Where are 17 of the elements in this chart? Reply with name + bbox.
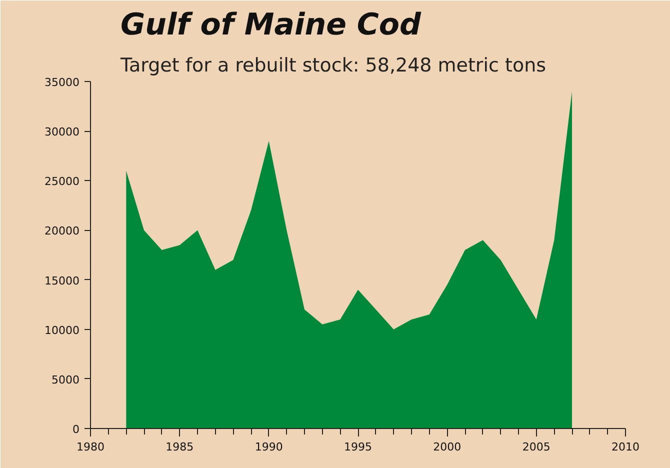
y-tick-label: 35000 — [44, 76, 80, 89]
y-tick-label: 20000 — [44, 224, 80, 238]
y-tick-label: 25000 — [44, 175, 80, 188]
y-tick-label: 15000 — [44, 274, 80, 288]
x-tick-label: 1985 — [166, 440, 194, 454]
chart-subtitle: Target for a rebuilt stock: 58,248 metric tons — [120, 54, 546, 76]
y-tick-label: 30000 — [44, 126, 80, 139]
y-tick-label: 5000 — [52, 373, 80, 386]
chart-title: Gulf of Maine Cod — [120, 8, 422, 42]
y-tick-label: 0 — [72, 423, 80, 436]
x-tick-label: 1995 — [344, 440, 372, 454]
x-tick-label: 1990 — [254, 440, 283, 454]
x-tick-label: 2000 — [433, 440, 462, 454]
y-tick-label: 10000 — [44, 324, 80, 337]
x-tick-label: 1980 — [76, 440, 105, 454]
x-tick-label: 2010 — [612, 440, 640, 454]
x-tick-label: 2005 — [522, 440, 550, 454]
